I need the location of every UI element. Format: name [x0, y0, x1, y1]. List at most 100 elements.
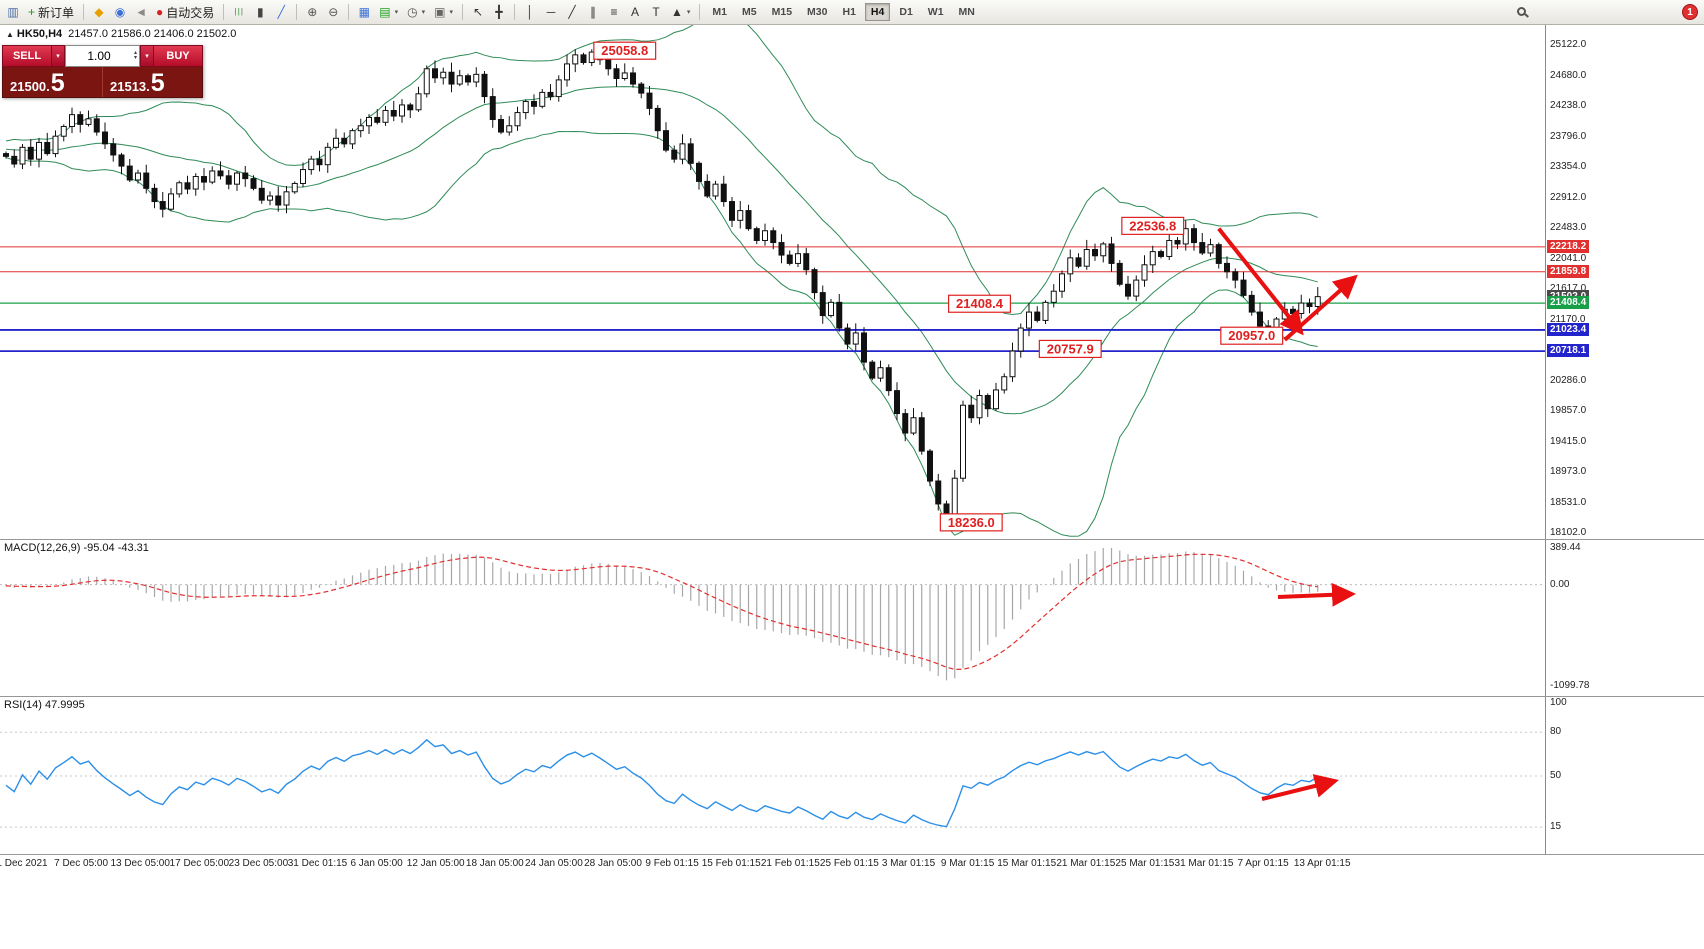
time-tick: 31 Mar 01:15	[1174, 858, 1234, 869]
sell-dropdown-icon[interactable]: ▾	[52, 45, 65, 67]
trend-arrow[interactable]	[1283, 274, 1358, 342]
time-tick: 15 Feb 01:15	[701, 858, 761, 869]
price-annotation[interactable]: 22536.8	[1121, 216, 1185, 235]
tile-windows-icon[interactable]: ▦	[354, 2, 374, 22]
timeframe-m15[interactable]: M15	[771, 6, 793, 18]
price-annotation[interactable]: 21408.4	[947, 294, 1011, 313]
channel-tool-icon[interactable]: ∥	[583, 2, 603, 22]
text-tool-icon[interactable]: A	[625, 2, 645, 22]
price-tick: 18102.0	[1550, 527, 1587, 538]
timeframe-m1[interactable]: M1	[712, 6, 728, 18]
label-tool-icon[interactable]: T	[646, 2, 666, 22]
horizontal-line-tool-icon[interactable]: ─	[541, 2, 561, 22]
time-tick: 24 Jan 05:00	[524, 858, 583, 869]
alerts-icon[interactable]: ◆	[89, 2, 109, 22]
rsi-panel[interactable]: RSI(14) 47.9995	[0, 697, 1545, 854]
chart-window-icon[interactable]: ▥	[3, 2, 23, 22]
timeframe-h1[interactable]: H1	[842, 6, 856, 18]
rsi-row: RSI(14) 47.9995 100 80 50 15	[0, 696, 1704, 854]
cursor-icon[interactable]: ↖	[468, 2, 488, 22]
search-icon[interactable]	[1517, 7, 1526, 16]
price-chart[interactable]: 25058.8 22536.8 21408.4 20757.9 20957.0 18236…	[0, 12, 1545, 539]
time-axis[interactable]: 1 Dec 2021 7 Dec 05:00 13 Dec 05:00 17 Dec …	[0, 854, 1704, 872]
community-icon[interactable]: ◉	[110, 2, 130, 22]
main-chart-panel[interactable]: ▲ HK50,H4 21457.0 21586.0 21406.0 21502.0 …	[0, 12, 1545, 539]
notification-badge[interactable]: 1	[1682, 4, 1698, 20]
rsi-scale[interactable]: 100 80 50 15	[1545, 697, 1704, 854]
zoom-in-glyph: ⊕	[307, 5, 318, 19]
macd-chart[interactable]	[0, 540, 1545, 696]
volume-input[interactable]	[66, 48, 132, 64]
macd-scale[interactable]: 389.44 0.00 -1099.78	[1545, 540, 1704, 696]
price-annotation[interactable]: 20757.9	[1038, 339, 1102, 359]
toolbar-separator	[514, 4, 516, 20]
price-tick: 18531.0	[1550, 496, 1587, 508]
sell-button[interactable]: SELL	[2, 45, 52, 67]
trendline-tool-icon[interactable]: ╱	[562, 2, 582, 22]
price-tick: 22912.0	[1550, 191, 1587, 203]
macd-signal-line	[5, 553, 1318, 671]
toolbar-separator	[83, 4, 85, 20]
price-tick: 21617.0	[1550, 283, 1587, 294]
candlestick-type-icon[interactable]: ▮	[250, 2, 270, 22]
spinner-down-icon[interactable]: ▾	[133, 55, 137, 61]
news-glyph: ◄	[135, 5, 147, 19]
spinner-up-icon[interactable]: ▴	[133, 50, 137, 56]
time-tick: 12 Jan 05:00	[406, 858, 465, 869]
time-tick: 9 Mar 01:15	[940, 858, 995, 869]
volume-spinner[interactable]: ▴ ▾	[132, 50, 139, 61]
price-tick: 23796.0	[1550, 130, 1587, 142]
new-order-icon[interactable]: + 新订单	[24, 2, 78, 22]
macd-panel[interactable]: MACD(12,26,9) -95.04 -43.31	[0, 540, 1545, 696]
rsi-tick: 50	[1550, 770, 1562, 781]
main-chart-row: ▲ HK50,H4 21457.0 21586.0 21406.0 21502.0 …	[0, 12, 1704, 539]
line-chart-type-icon[interactable]: ╱	[271, 2, 291, 22]
time-tick: 13 Dec 05:00	[110, 858, 170, 869]
auto-trading-icon[interactable]: ● 自动交易	[152, 2, 218, 22]
trend-arrow[interactable]	[1217, 227, 1304, 336]
new-order-glyph: +	[28, 5, 36, 19]
new-chart-icon[interactable]: ▤ ▾	[375, 2, 402, 22]
one-click-trading-panel: SELL ▾ ▴▾ ▾ BUY 21500.5 21513.5	[2, 45, 203, 98]
rsi-chart[interactable]	[0, 697, 1545, 854]
symbol-info: ▲ HK50,H4 21457.0 21586.0 21406.0 21502.0	[6, 28, 236, 40]
price-tag: 20718.1	[1547, 344, 1590, 358]
price-annotation[interactable]: 20957.0	[1220, 326, 1284, 345]
timeframe-mn[interactable]: MN	[958, 6, 975, 18]
vertical-line-tool-icon[interactable]: │	[520, 2, 540, 22]
timeframe-h4[interactable]: H4	[864, 3, 891, 21]
vertical-line-tool-glyph: │	[526, 5, 534, 19]
templates-glyph: ▣	[434, 5, 446, 19]
timeframe-w1[interactable]: W1	[927, 6, 944, 18]
buy-dropdown-icon[interactable]: ▾	[140, 45, 153, 67]
candlestick-type-glyph: ▮	[256, 5, 264, 19]
templates-icon[interactable]: ▣ ▾	[430, 2, 457, 22]
macd-tick: 389.44	[1550, 542, 1581, 553]
price-annotation[interactable]: 18236.0	[939, 513, 1003, 532]
time-tick: 21 Mar 01:15	[1056, 858, 1116, 869]
bar-chart-type-icon[interactable]: |||	[229, 2, 249, 22]
svg-text:25058.8: 25058.8	[601, 43, 648, 58]
price-annotation[interactable]: 25058.8	[593, 41, 657, 60]
new-chart-glyph: ▤	[379, 5, 391, 19]
timeframe-d1[interactable]: D1	[899, 6, 913, 18]
timeframe-m5[interactable]: M5	[742, 6, 757, 18]
zoom-in-icon[interactable]: ⊕	[302, 2, 322, 22]
zoom-out-icon[interactable]: ⊖	[323, 2, 343, 22]
periodicity-icon[interactable]: ◷ ▾	[403, 2, 429, 22]
macd-label: MACD(12,26,9) -95.04 -43.31	[4, 542, 149, 554]
timeframe-m30[interactable]: M30	[807, 6, 828, 18]
buy-button[interactable]: BUY	[153, 45, 203, 67]
toolbar-separator	[462, 4, 464, 20]
macd-trend-arrow[interactable]	[1277, 582, 1356, 607]
rsi-trend-arrow[interactable]	[1261, 774, 1339, 801]
label-tool-glyph: T	[652, 5, 660, 19]
crosshair-icon[interactable]: ╋	[489, 2, 509, 22]
price-tick: 18973.0	[1550, 466, 1587, 477]
price-scale[interactable]: 25122.0 24680.0 24238.0 23796.0 23354.0 22912…	[1545, 25, 1704, 539]
fibonacci-tool-icon[interactable]: ≡	[604, 2, 624, 22]
shapes-tool-icon[interactable]: ▲ ▾	[667, 2, 694, 22]
rsi-label: RSI(14) 47.9995	[4, 699, 85, 711]
news-icon[interactable]: ◄	[131, 2, 151, 22]
line-chart-type-glyph: ╱	[277, 5, 285, 19]
